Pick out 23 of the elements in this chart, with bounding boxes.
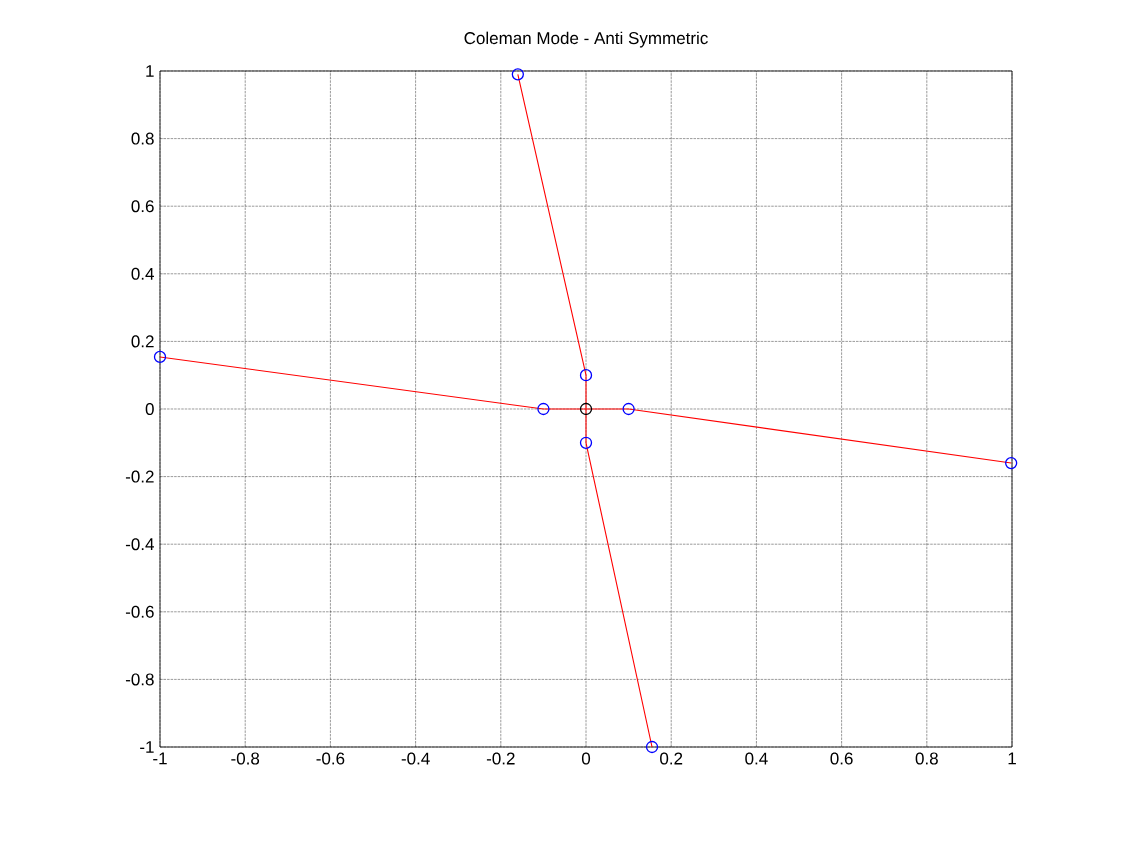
x-tick-label: -0.4 [401, 752, 430, 765]
y-tick-label: -0.8 [125, 673, 154, 686]
x-tick-label: -1 [153, 752, 167, 765]
y-tick-label: 1 [146, 65, 154, 77]
y-tick-label: 0.6 [131, 200, 154, 213]
y-tick-label: 0.2 [131, 335, 154, 348]
x-tick-label: -0.6 [316, 752, 345, 765]
y-tick-label: 0.4 [131, 267, 154, 280]
x-tick-label: -0.8 [231, 752, 260, 765]
y-tick-label: -0.4 [125, 538, 154, 551]
x-tick-label: -0.2 [486, 752, 515, 765]
y-tick-label: -1 [140, 741, 154, 753]
chart-title: Coleman Mode - Anti Symmetric [464, 31, 708, 48]
y-tick-label: -0.6 [125, 605, 154, 618]
x-tick-label: 0 [581, 752, 591, 765]
x-tick-label: 1 [1008, 752, 1016, 765]
x-tick-label: 0.6 [830, 752, 853, 765]
y-tick-label: 0.8 [131, 132, 154, 145]
x-tick-label: 0.8 [915, 752, 938, 765]
x-tick-label: 0.4 [745, 752, 768, 765]
x-tick-label: 0.2 [660, 752, 683, 765]
y-tick-label: 0 [145, 402, 154, 416]
y-tick-label: -0.2 [125, 470, 154, 483]
